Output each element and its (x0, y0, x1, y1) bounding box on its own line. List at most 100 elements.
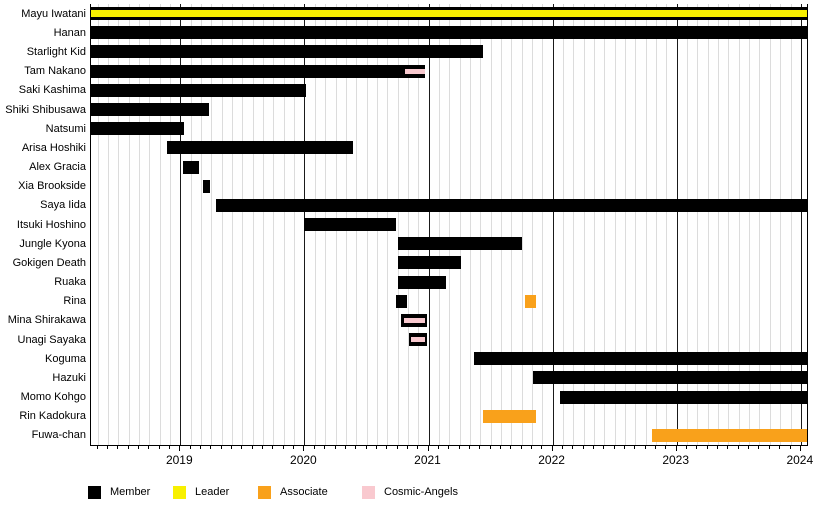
month-gridline (666, 4, 668, 445)
month-gridline (749, 4, 751, 445)
month-gridline (283, 4, 285, 445)
month-gridline (563, 4, 564, 445)
momo-kohgo-member-bar (560, 390, 807, 404)
year-tick (427, 446, 429, 451)
month-gridline (718, 4, 720, 445)
tam-nakano-member-bar (91, 64, 425, 78)
month-gridline (242, 4, 244, 445)
mina-shirakawa-cosmic-angels-bar (403, 317, 425, 323)
month-tick (282, 446, 284, 449)
month-tick (520, 446, 522, 449)
legend-swatch-member (88, 486, 101, 499)
month-gridline (418, 4, 420, 445)
month-gridline (449, 4, 451, 445)
year-label-2020: 2020 (290, 453, 317, 467)
month-tick (396, 446, 398, 449)
month-gridline (273, 4, 275, 445)
month-gridline (759, 4, 761, 445)
month-gridline (625, 4, 626, 445)
koguma-member-bar (474, 352, 807, 366)
month-gridline (469, 4, 471, 445)
month-tick (189, 446, 191, 449)
row-label-momo-kohgo: Momo Kohgo (20, 391, 86, 404)
month-tick (479, 446, 481, 449)
month-gridline (604, 4, 606, 445)
month-gridline (221, 4, 223, 445)
month-tick (344, 446, 346, 449)
row-label-jungle-kyona: Jungle Kyona (19, 237, 86, 250)
rina-associate-bar (525, 294, 537, 308)
row-label-starlight-kid: Starlight Kid (26, 45, 86, 58)
year-tick (799, 446, 801, 451)
month-tick (624, 446, 625, 449)
year-gridline (180, 4, 182, 445)
row-label-saki-kashima: Saki Kashima (18, 84, 86, 97)
fuwa-chan-associate-bar (651, 428, 807, 442)
month-tick (365, 446, 367, 449)
month-tick (530, 446, 532, 449)
month-gridline (211, 4, 213, 445)
month-tick (355, 446, 357, 449)
month-tick (386, 446, 388, 449)
month-gridline (790, 4, 792, 445)
month-gridline (707, 4, 709, 445)
month-tick (613, 446, 615, 449)
hazuki-member-bar (532, 371, 807, 385)
month-gridline (542, 4, 544, 445)
month-gridline (459, 4, 461, 445)
month-tick (562, 446, 563, 449)
month-tick (593, 446, 594, 449)
month-tick (665, 446, 667, 449)
month-gridline (500, 4, 502, 445)
shiki-shibusawa-member-bar (91, 103, 209, 116)
year-label-2024: 2024 (786, 453, 814, 467)
row-label-shiki-shibusawa: Shiki Shibusawa (5, 103, 86, 116)
row-label-hazuki: Hazuki (52, 371, 86, 384)
month-gridline (521, 4, 523, 445)
month-gridline (780, 4, 782, 445)
legend-swatch-associate (258, 486, 271, 499)
month-gridline (645, 4, 647, 445)
year-gridline (800, 4, 802, 445)
row-label-mayu-iwatani: Mayu Iwatani (21, 7, 86, 20)
month-tick (644, 446, 646, 449)
month-tick (510, 446, 512, 449)
row-label-rin-kadokura: Rin Kadokura (19, 410, 86, 423)
month-gridline (531, 4, 533, 445)
natsumi-member-bar (91, 122, 185, 136)
month-gridline (201, 4, 202, 445)
month-tick (251, 446, 253, 449)
month-gridline (438, 4, 440, 445)
month-tick (158, 446, 160, 449)
month-gridline (159, 4, 161, 445)
month-gridline (687, 4, 688, 445)
month-tick (572, 446, 574, 449)
month-gridline (728, 4, 730, 445)
month-tick (200, 446, 201, 449)
row-label-fuwa-chan: Fuwa-chan (31, 429, 86, 442)
month-gridline (635, 4, 637, 445)
month-tick (437, 446, 439, 449)
row-label-xia-brookside: Xia Brookside (18, 180, 86, 193)
month-gridline (128, 4, 130, 445)
hanan-member-bar (91, 26, 807, 40)
month-gridline (190, 4, 192, 445)
month-gridline (407, 4, 409, 445)
unagi-sayaka-cosmic-angels-bar (411, 337, 425, 342)
month-tick (220, 446, 222, 449)
itsuki-hoshino-member-bar (304, 218, 397, 231)
month-tick (489, 446, 491, 449)
month-tick (241, 446, 243, 449)
year-gridline (676, 4, 678, 445)
month-tick (541, 446, 543, 449)
month-tick (696, 446, 698, 449)
month-gridline (252, 4, 254, 445)
row-label-koguma: Koguma (45, 352, 86, 365)
arisa-hoshiki-member-bar (166, 141, 353, 155)
month-gridline (769, 4, 771, 445)
month-tick (293, 446, 295, 449)
month-tick (406, 446, 408, 449)
month-gridline (263, 4, 265, 445)
row-label-alex-gracia: Alex Gracia (29, 161, 86, 173)
